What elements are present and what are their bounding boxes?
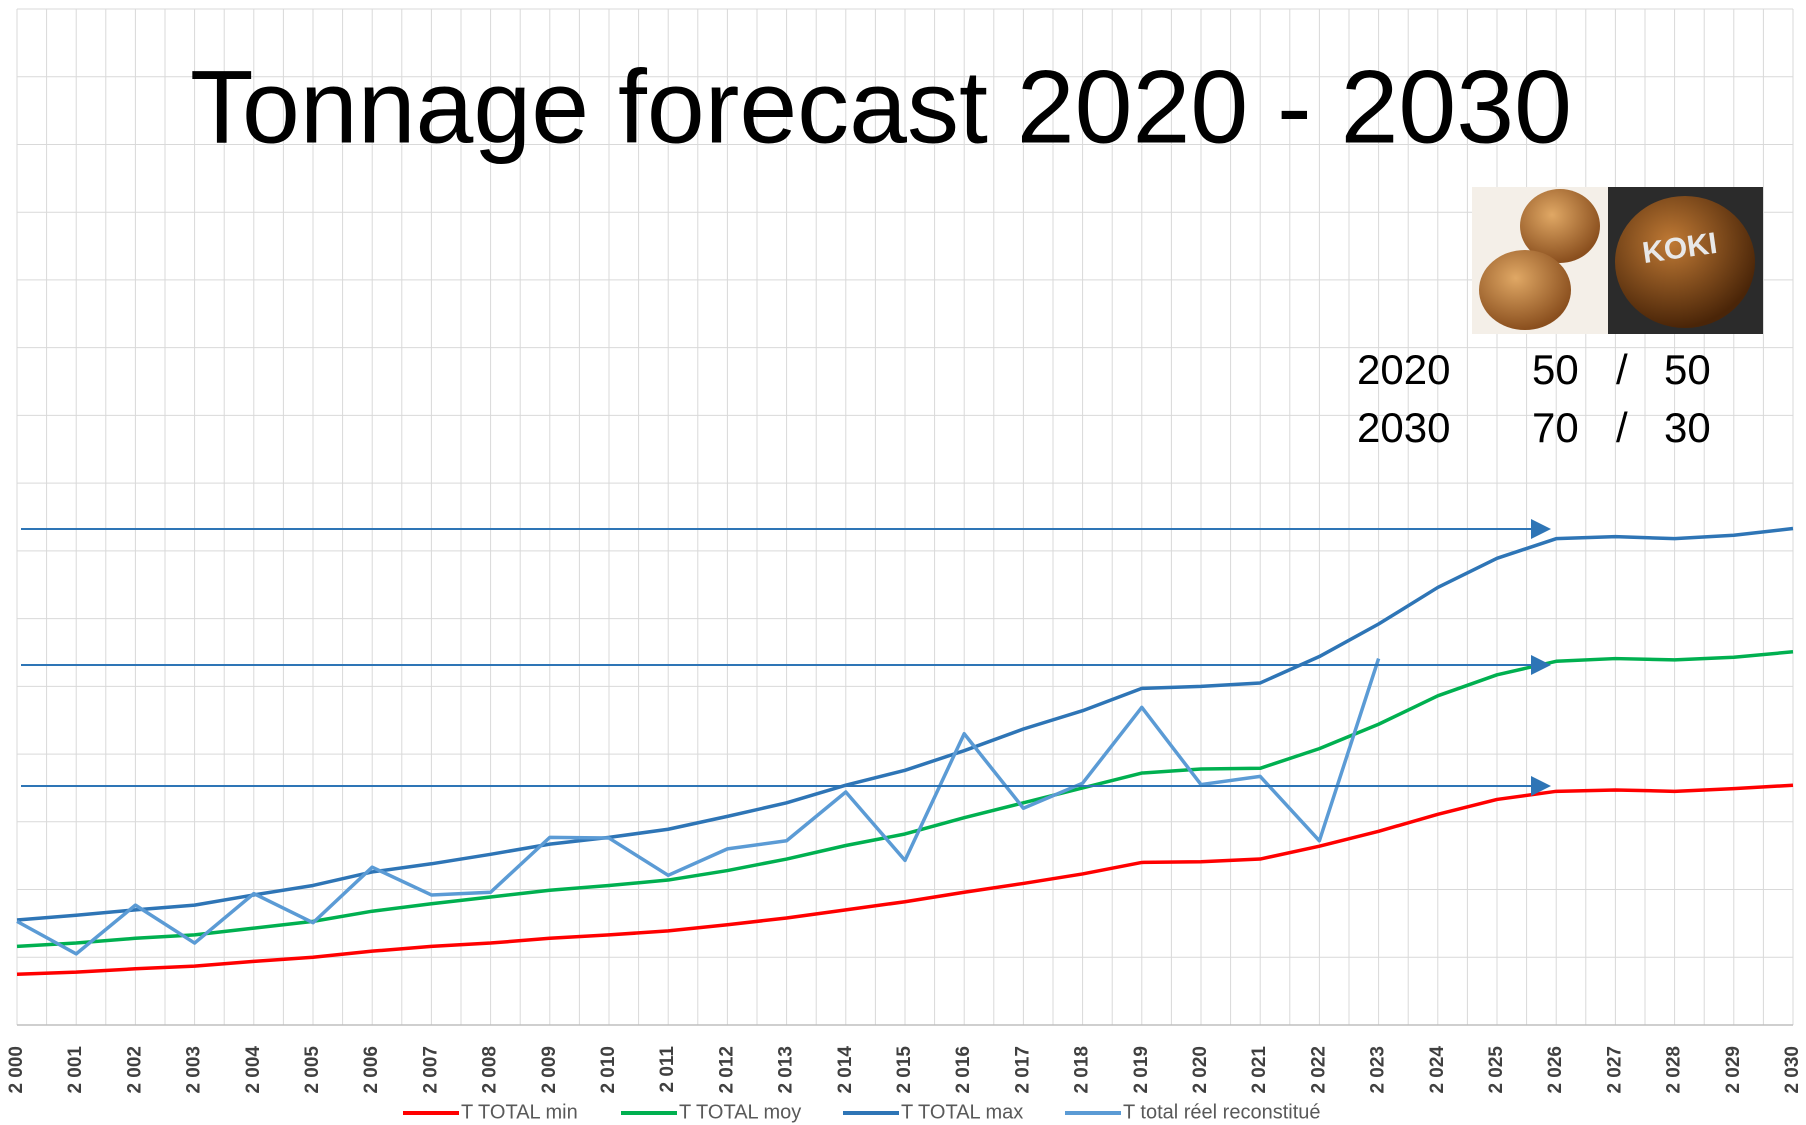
x-tick-label: 2 029: [1723, 1046, 1744, 1094]
x-tick-label: 2 026: [1545, 1046, 1566, 1094]
x-tick-label: 2 009: [539, 1046, 560, 1094]
x-tick-label: 2 022: [1308, 1046, 1329, 1094]
annotation-text: 2020: [1357, 346, 1450, 393]
annotation-text: 50: [1664, 346, 1711, 393]
legend-label: T TOTAL moy: [679, 1101, 801, 1123]
arrows: [21, 519, 1551, 796]
legend: T TOTAL min T TOTAL moy T TOTAL max T total…: [403, 1101, 1321, 1123]
legend-label: T total réel reconstitué: [1123, 1101, 1321, 1123]
annotation-text: 2030: [1357, 404, 1450, 451]
annotation-text: /: [1616, 346, 1628, 393]
nut: [1615, 196, 1755, 328]
x-tick-label: 2 001: [65, 1046, 86, 1094]
x-tick-label: 2 008: [480, 1046, 501, 1094]
series-line: [16, 783, 1794, 976]
x-tick-label: 2 000: [6, 1046, 27, 1094]
legend-label: T TOTAL min: [461, 1101, 578, 1123]
x-tick-label: 2 004: [243, 1046, 264, 1094]
x-tick-label: 2 024: [1427, 1046, 1448, 1094]
x-tick-label: 2 012: [716, 1046, 737, 1094]
x-tick-label: 2 006: [361, 1046, 382, 1094]
x-tick-label: 2 018: [1072, 1046, 1093, 1094]
hazelnut-images: KOKI: [1472, 187, 1763, 334]
x-tick-label: 2 028: [1664, 1046, 1685, 1094]
x-tick-label: 2 017: [1012, 1046, 1033, 1094]
x-tick-label: 2 005: [302, 1046, 323, 1094]
x-tick-label: 2 027: [1604, 1046, 1625, 1094]
x-tick-label: 2 025: [1486, 1046, 1507, 1094]
x-tick-label: 2 020: [1190, 1046, 1211, 1094]
chart-title: Tonnage forecast 2020 - 2030: [190, 49, 1572, 165]
series-line: [16, 526, 1794, 922]
annotation-text: /: [1616, 404, 1628, 451]
series-line: [16, 658, 1381, 956]
x-tick-label: 2 013: [776, 1046, 797, 1094]
x-tick-label: 2 016: [953, 1046, 974, 1094]
x-tick-label: 2 021: [1249, 1046, 1270, 1094]
x-tick-label: 2 010: [598, 1046, 619, 1094]
x-tick-label: 2 007: [420, 1046, 441, 1094]
annotations: 2020 50 / 50 2030 70 / 30: [1357, 346, 1711, 451]
annotation-text: 70: [1532, 404, 1579, 451]
x-tick-label: 2 015: [894, 1046, 915, 1094]
nut: [1479, 250, 1571, 330]
x-tick-label: 2 014: [835, 1046, 856, 1094]
x-tick-label: 2 002: [124, 1046, 145, 1094]
legend-label: T TOTAL max: [901, 1101, 1023, 1123]
x-tick-label: 2 003: [184, 1046, 205, 1094]
x-axis: 2 000 2 001 2 002 2 003 2 004 2 005 2 006 2 007…: [6, 1046, 1803, 1094]
nut: [1520, 189, 1600, 263]
x-tick-label: 2 019: [1131, 1046, 1152, 1094]
plot: [16, 526, 1794, 976]
annotation-text: 30: [1664, 404, 1711, 451]
annotation-text: 50: [1532, 346, 1579, 393]
x-tick-label: 2 011: [657, 1046, 678, 1093]
x-tick-label: 2 023: [1368, 1046, 1389, 1094]
x-tick-label: 2 030: [1782, 1046, 1803, 1094]
